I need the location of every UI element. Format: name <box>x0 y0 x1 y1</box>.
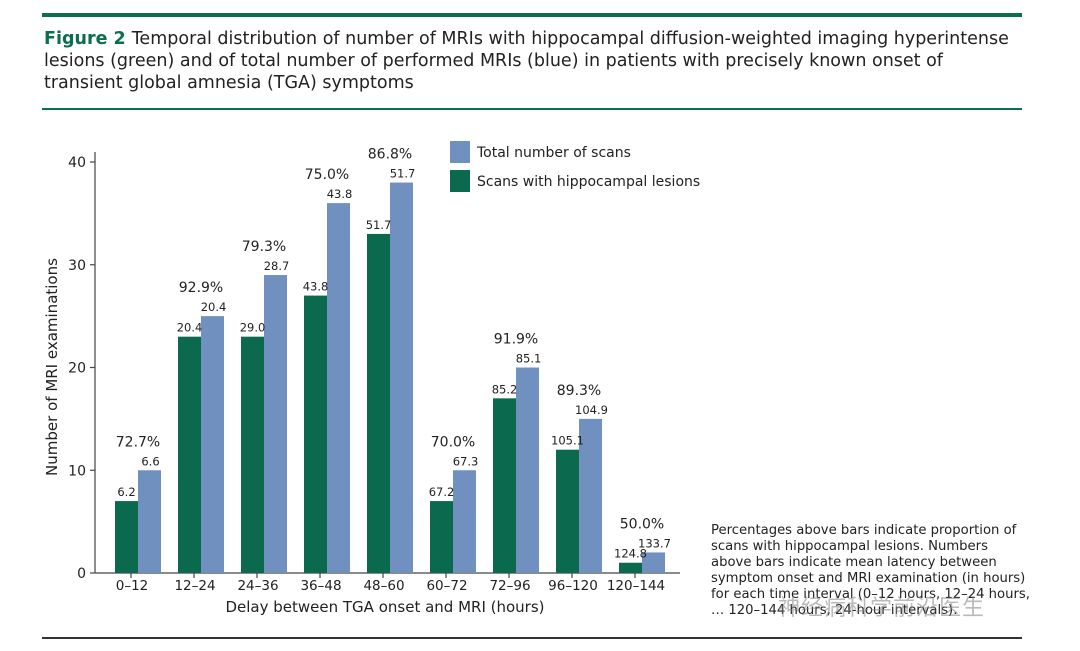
bar-total-12–24 <box>201 316 224 573</box>
chart-axes: 0 10 20 30 40 Delay between TGA onset and MRI… <box>43 152 680 616</box>
data-label-total: 51.7 <box>390 167 416 181</box>
y-tick-label: 0 <box>77 566 86 582</box>
caption-text: Temporal distribution of number of MRIs … <box>44 29 1009 93</box>
data-label-total: 6.6 <box>141 454 159 468</box>
x-tick-label: 120–144 <box>607 578 665 594</box>
data-label-lesions: 43.8 <box>303 280 329 294</box>
data-label-lesions: 67.2 <box>429 485 455 499</box>
bottom-rule <box>42 637 1022 639</box>
x-tick-label: 24–36 <box>237 578 278 594</box>
data-label-total: 67.3 <box>453 454 479 468</box>
figure-note: Percentages above bars indicate proporti… <box>711 523 1030 618</box>
bar-total-72–96 <box>516 367 539 573</box>
bar-total-36–48 <box>327 203 350 573</box>
data-label-lesions: 6.2 <box>117 485 135 499</box>
y-tick-label: 20 <box>68 361 86 377</box>
data-label-total: 133.7 <box>638 536 671 550</box>
bar-total-96–120 <box>579 418 602 573</box>
x-tick-label: 60–72 <box>426 578 467 594</box>
bar-lesions-36–48 <box>304 295 327 573</box>
legend-swatch-lesions <box>450 170 470 192</box>
percentage-label: 75.0% <box>305 167 349 183</box>
percentage-label: 79.3% <box>242 239 286 255</box>
bar-total-120–144 <box>642 552 665 573</box>
data-label-lesions: 85.2 <box>492 382 518 396</box>
watermark: 神经病科学前沿医生 <box>778 596 986 621</box>
bar-total-48–60 <box>390 182 413 574</box>
figure-label: Figure 2 <box>44 29 126 49</box>
bar-lesions-72–96 <box>493 398 516 573</box>
x-tick-label: 0–12 <box>116 578 149 594</box>
legend-label-lesions: Scans with hippocampal lesions <box>477 174 700 190</box>
bar-total-0–12 <box>138 470 161 573</box>
x-tick-label: 96–120 <box>548 578 598 594</box>
data-label-lesions: 105.1 <box>551 434 584 448</box>
percentage-label: 70.0% <box>431 434 475 450</box>
chart-bars <box>115 182 665 574</box>
chart-legend: Total number of scans Scans with hippocam… <box>450 141 700 192</box>
bar-lesions-96–120 <box>556 449 579 573</box>
data-label-lesions: 51.7 <box>366 218 392 232</box>
bar-lesions-0–12 <box>115 501 138 573</box>
figure-caption: Figure 2 Temporal distribution of number … <box>44 28 1024 94</box>
data-label-total: 20.4 <box>201 300 227 314</box>
percentage-label: 91.9% <box>494 332 538 348</box>
percentage-label: 72.7% <box>116 434 160 450</box>
y-tick-label: 10 <box>68 463 86 479</box>
y-tick-label: 30 <box>68 258 86 274</box>
data-label-total: 104.9 <box>575 403 608 417</box>
top-rule <box>42 13 1022 17</box>
data-label-lesions: 124.8 <box>614 547 647 561</box>
percentage-label: 50.0% <box>620 516 664 532</box>
x-tick-label: 36–48 <box>300 578 341 594</box>
bar-lesions-24–36 <box>241 336 264 573</box>
data-label-lesions: 29.0 <box>240 321 266 335</box>
x-tick-label: 12–24 <box>174 578 215 594</box>
data-label-total: 85.1 <box>516 352 542 366</box>
percentage-label: 92.9% <box>179 280 223 296</box>
x-tick-label: 48–60 <box>363 578 404 594</box>
bar-total-60–72 <box>453 470 476 573</box>
y-axis-title: Number of MRI examinations <box>43 258 61 476</box>
data-label-total: 28.7 <box>264 259 290 273</box>
legend-swatch-total <box>450 141 470 163</box>
caption-rule <box>42 108 1022 110</box>
bar-lesions-12–24 <box>178 336 201 573</box>
y-tick-label: 40 <box>68 155 86 171</box>
bar-lesions-120–144 <box>619 562 642 573</box>
percentage-label: 89.3% <box>557 383 601 399</box>
percentage-label: 86.8% <box>368 147 412 163</box>
bar-total-24–36 <box>264 275 287 573</box>
x-axis-title: Delay between TGA onset and MRI (hours) <box>225 598 544 616</box>
bar-lesions-48–60 <box>367 233 390 574</box>
bar-lesions-60–72 <box>430 501 453 573</box>
x-tick-label: 72–96 <box>489 578 530 594</box>
chart-labels: 6.2 6.6 72.7% 20.4 20.4 92.9% 29.0 28.7 79.3% 43.… <box>116 147 671 561</box>
legend-label-total: Total number of scans <box>476 145 631 161</box>
data-label-total: 43.8 <box>327 187 353 201</box>
data-label-lesions: 20.4 <box>177 321 203 335</box>
